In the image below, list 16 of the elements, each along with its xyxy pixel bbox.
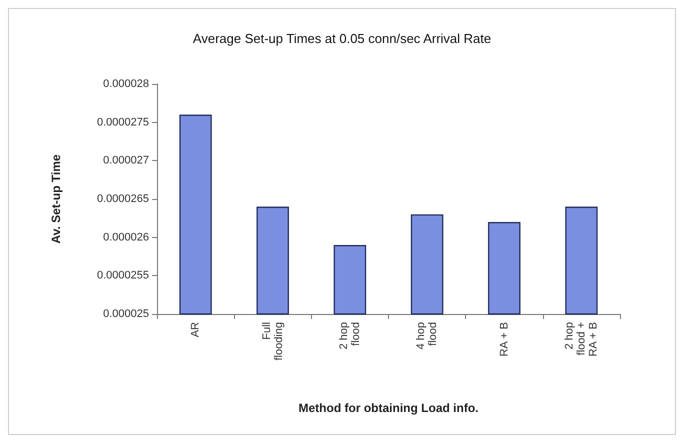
x-tick-label: RA + B: [498, 322, 510, 357]
x-tick-label: 2 hop flood + RA + B: [563, 322, 600, 357]
y-tick-label: 0.000025: [103, 308, 149, 320]
x-tick-label: 2 hop flood: [338, 322, 362, 350]
y-tick-label: 0.0000275: [97, 116, 149, 128]
y-tick-label: 0.000028: [103, 78, 149, 90]
y-tick-label: 0.0000255: [97, 270, 149, 282]
y-tick-label: 0.0000265: [97, 193, 149, 205]
x-tick-label: Full flooding: [260, 322, 285, 361]
y-tick-label: 0.000027: [103, 154, 149, 167]
x-axis-title: Method for obtaining Load info.: [298, 401, 478, 415]
x-tick-label: 4 hop flood: [415, 322, 440, 350]
x-tick-label: AR: [190, 322, 202, 338]
y-axis-title: Av. Set-up Time: [49, 154, 63, 244]
y-tick-label: 0.000026: [103, 231, 149, 244]
chart-title: Average Set-up Times at 0.05 conn/sec Arrival Rate: [192, 31, 492, 46]
